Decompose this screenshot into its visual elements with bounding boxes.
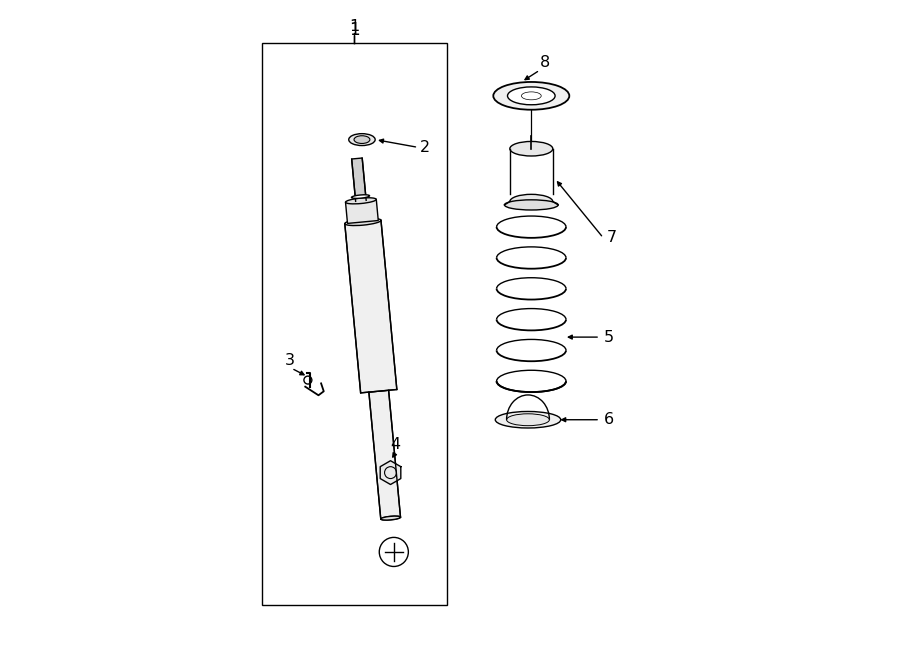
Text: 4: 4 [391,437,401,451]
Text: 8: 8 [539,56,550,70]
Text: 7: 7 [607,231,617,245]
Ellipse shape [381,516,400,520]
Ellipse shape [354,136,370,143]
Text: 6: 6 [604,412,614,427]
Ellipse shape [507,414,549,426]
Bar [262,43,446,605]
Ellipse shape [346,198,376,204]
Text: 5: 5 [604,330,614,344]
Polygon shape [369,390,400,519]
Ellipse shape [504,200,558,210]
Ellipse shape [381,516,400,520]
Ellipse shape [352,195,370,198]
Ellipse shape [495,411,561,428]
Ellipse shape [493,82,570,110]
Ellipse shape [508,87,555,105]
Text: 1: 1 [349,20,359,39]
Ellipse shape [345,218,381,225]
Text: 1: 1 [349,19,359,34]
Circle shape [379,537,409,566]
Polygon shape [380,461,400,485]
Ellipse shape [509,141,553,156]
Text: 2: 2 [419,140,430,155]
Text: 3: 3 [284,353,294,368]
Polygon shape [346,200,378,223]
Polygon shape [345,220,397,393]
Ellipse shape [509,194,553,209]
Ellipse shape [348,134,375,145]
Ellipse shape [521,92,541,100]
Polygon shape [352,158,366,202]
